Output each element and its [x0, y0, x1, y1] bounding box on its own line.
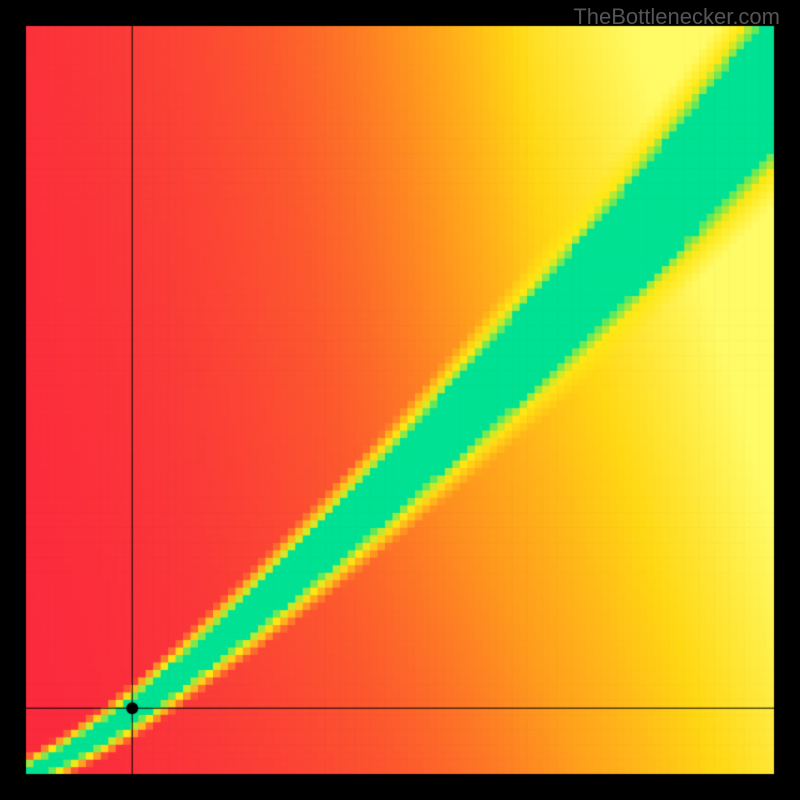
bottleneck-heatmap-canvas	[0, 0, 800, 800]
chart-container: TheBottlenecker.com	[0, 0, 800, 800]
watermark-text: TheBottlenecker.com	[573, 4, 780, 30]
